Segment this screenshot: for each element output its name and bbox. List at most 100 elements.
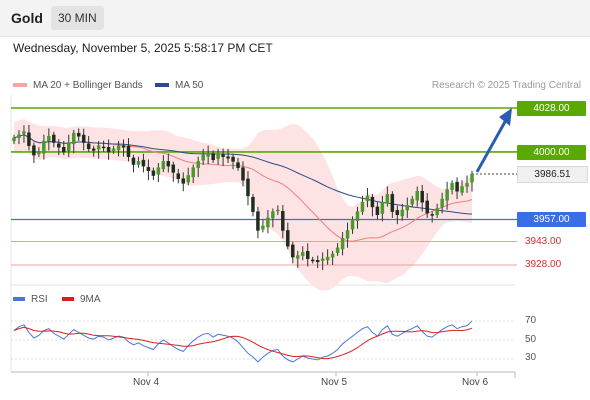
x-label-nov5: Nov 5 (321, 377, 348, 388)
legend-ma50: MA 50 (155, 80, 203, 91)
candle-down (315, 260, 320, 263)
candle-down (420, 190, 424, 203)
candle-up (271, 211, 275, 219)
pivot-tag: 3957.00 (517, 212, 586, 227)
candles (12, 124, 474, 271)
candle-up (365, 195, 370, 202)
rsi-level-50: 50 (525, 334, 537, 345)
candle-down (390, 194, 395, 212)
candle-up (325, 256, 330, 261)
candle-down (131, 157, 136, 165)
candle-down (27, 132, 31, 146)
candle-down (455, 181, 459, 192)
candle-up (296, 255, 300, 259)
candle-down (141, 159, 146, 167)
candle-up (96, 145, 101, 150)
ma50-swatch (155, 83, 169, 88)
candle-up (201, 154, 205, 161)
legend-rsi-ma: 9MA (62, 294, 101, 305)
candle-up (17, 134, 21, 139)
candle-down (231, 156, 235, 162)
candle-up (470, 173, 474, 183)
candle-up (42, 140, 46, 154)
target-arrow-shaft (475, 119, 508, 173)
candle-up (300, 252, 305, 256)
candle-down (86, 143, 91, 150)
candle-up (261, 225, 265, 230)
candle-down (106, 147, 111, 153)
target-arrow (475, 108, 512, 173)
candle-down (221, 154, 225, 157)
symbol-title: Gold (11, 10, 43, 26)
rsi-swatch (13, 297, 25, 302)
ma50-label: MA 50 (175, 80, 204, 91)
candle-down (101, 146, 106, 149)
ma20-swatch (13, 83, 27, 88)
legend-rsi: RSI (13, 294, 48, 305)
candle-up (186, 175, 190, 183)
bollinger-band-area (14, 119, 472, 291)
candle-up (335, 247, 340, 254)
candle-down (62, 147, 66, 153)
candle-up (355, 211, 360, 221)
support1-label: 3943.00 (525, 236, 562, 247)
candle-up (460, 186, 464, 193)
candle-up (136, 161, 141, 165)
top-bar: Gold 30 MIN (0, 0, 590, 37)
x-label-nov4: Nov 4 (133, 377, 160, 388)
candle-up (161, 161, 166, 170)
candle-up (465, 183, 469, 187)
candle-up (415, 190, 419, 201)
target-arrow-head (499, 108, 512, 126)
candle-up (340, 238, 345, 250)
candle-up (405, 205, 410, 211)
candle-down (176, 173, 181, 179)
research-credit: Research © 2025 Trading Central (431, 80, 581, 91)
support2-label: 3928.00 (525, 259, 562, 270)
candle-down (91, 148, 96, 151)
candle-up (47, 136, 51, 142)
candle-up (345, 230, 350, 239)
candle-up (12, 137, 16, 142)
candle-up (445, 189, 449, 201)
candle-up (216, 153, 220, 159)
candle-down (375, 206, 380, 216)
target1-tag: 4000.00 (517, 145, 586, 160)
candle-down (246, 178, 250, 197)
candle-up (191, 167, 195, 178)
candle-down (370, 196, 375, 208)
candle-up (440, 198, 444, 208)
datetime-label: Wednesday, November 5, 2025 5:58:17 PM C… (13, 41, 273, 55)
candle-down (52, 134, 56, 143)
ma50-line (13, 134, 473, 215)
candle-down (241, 167, 245, 181)
candle-down (211, 153, 215, 161)
candle-up (196, 161, 200, 168)
candle-up (450, 183, 454, 190)
candle-up (276, 209, 280, 212)
candle-up (206, 153, 210, 157)
candle-down (305, 250, 310, 259)
candle-up (111, 148, 116, 151)
candle-down (310, 259, 315, 262)
candle-down (281, 211, 285, 231)
rsi-ma-swatch (62, 297, 74, 302)
rsi-ma-label: 9MA (80, 294, 101, 305)
candle-up (37, 151, 41, 155)
candle-down (32, 145, 36, 156)
candle-down (236, 162, 240, 168)
rsi-label: RSI (31, 294, 48, 305)
candle-up (400, 209, 405, 217)
candle-down (226, 156, 230, 159)
timeframe-button[interactable]: 30 MIN (51, 6, 104, 30)
candle-up (67, 142, 71, 151)
candle-down (151, 170, 156, 176)
legend-ma20: MA 20 + Bollinger Bands (13, 80, 143, 91)
rsi-line (13, 320, 473, 363)
candle-down (256, 211, 260, 231)
candle-down (76, 132, 81, 137)
candle-down (430, 214, 434, 216)
rsi-panel (11, 320, 515, 363)
rsi-level-30: 30 (525, 352, 537, 363)
